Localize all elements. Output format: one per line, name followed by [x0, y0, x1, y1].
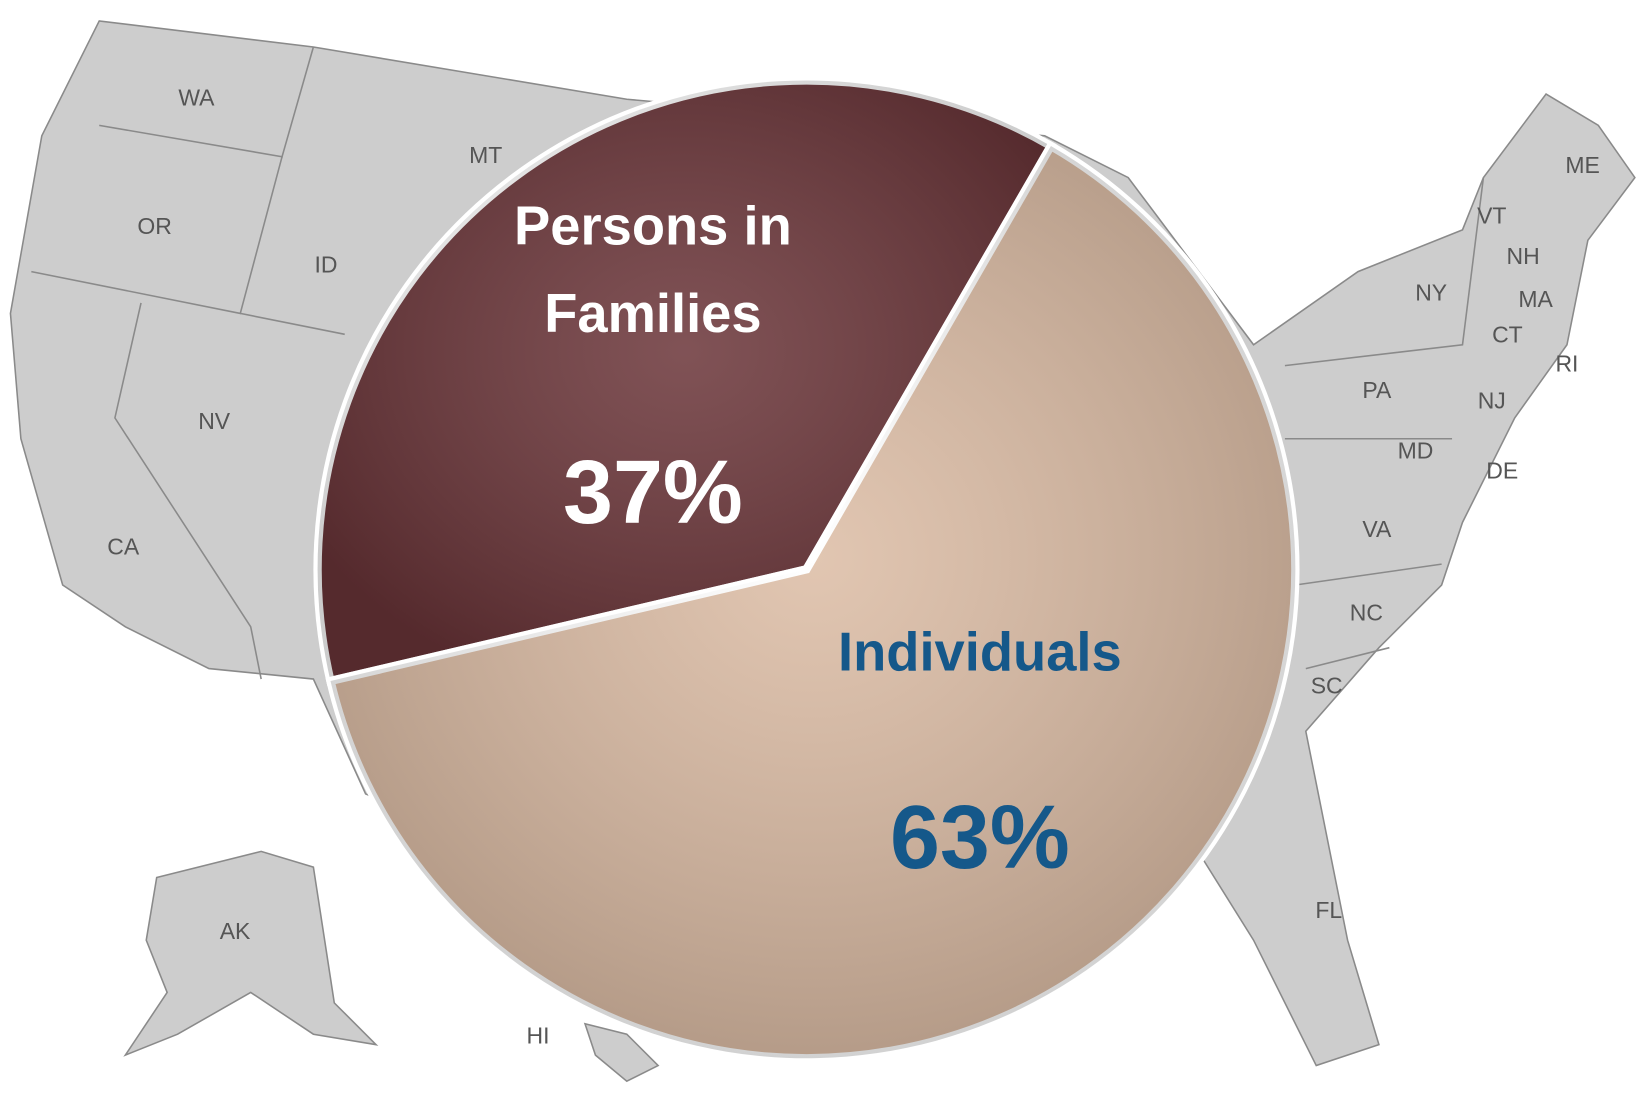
state-label: SC — [1311, 672, 1343, 698]
state-label: NY — [1415, 280, 1447, 306]
state-label: AK — [220, 918, 251, 944]
state-label: MD — [1398, 437, 1434, 463]
infographic: WA MT OR ID NV CA AK HI ME VTNH NY MA CT RI PA NJ MD DE VA… — [0, 0, 1638, 1099]
state-label: NC — [1350, 599, 1383, 625]
category-label: Individuals — [838, 621, 1122, 682]
state-label: OR — [137, 213, 171, 239]
state-label: ID — [314, 251, 337, 277]
state-label: WA — [178, 84, 215, 110]
state-label: MA — [1518, 286, 1553, 312]
state-label: RI — [1555, 351, 1578, 377]
state-label: NJ — [1478, 387, 1506, 413]
state-label: CA — [107, 534, 140, 560]
state-label: VA — [1362, 516, 1392, 542]
state-label: CT — [1492, 321, 1523, 347]
value-label: 37% — [563, 443, 743, 543]
state-label: DE — [1486, 457, 1518, 483]
state-label: FL — [1315, 897, 1342, 923]
category-label: Persons in Families — [475, 183, 830, 350]
category-label-box: Persons in Families — [475, 183, 830, 350]
state-label: VT — [1477, 202, 1506, 228]
state-label: MT — [469, 142, 502, 168]
state-label: PA — [1362, 377, 1392, 403]
value-label: 63% — [890, 788, 1070, 888]
state-label: HI — [527, 1022, 550, 1048]
state-label: NH — [1506, 243, 1539, 269]
state-label: NV — [198, 408, 231, 434]
state-label: ME — [1565, 152, 1599, 178]
alaska — [125, 851, 376, 1055]
